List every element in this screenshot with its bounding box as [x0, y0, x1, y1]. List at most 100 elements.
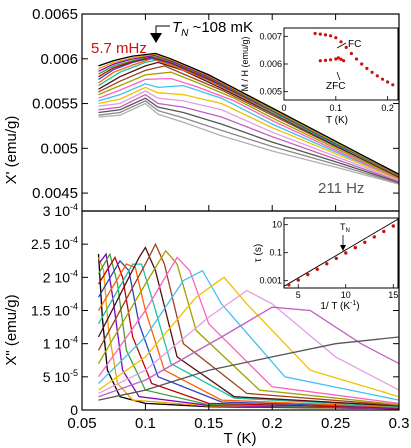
- bottom-xtick-label: 0.05: [67, 415, 96, 432]
- tau-point: [287, 283, 291, 287]
- tau-point: [325, 262, 329, 266]
- bottom-yticks: 3 10-4 2.5 10-4 2 10-4 1.5 10-4 1 10-4 5 10-5…: [31, 202, 399, 418]
- tau-point: [306, 272, 310, 277]
- fc-point: [391, 83, 395, 87]
- top-series-line: [98, 93, 400, 183]
- fc-point: [334, 36, 338, 40]
- tau-point: [353, 245, 357, 250]
- fc-point: [349, 51, 353, 56]
- zfc-pointer: [336, 71, 341, 81]
- bottom-xtick-label: 0.1: [135, 415, 156, 432]
- top-ytick-label: 0.006: [40, 51, 78, 68]
- bottom-series-line: [98, 306, 400, 398]
- bottom-series-line: [98, 336, 400, 401]
- tau-point: [363, 240, 367, 244]
- tau-point: [344, 251, 348, 255]
- fc-point: [375, 74, 379, 78]
- tau-point: [315, 267, 319, 271]
- inset-bottom-xtick-label: 5: [296, 290, 301, 300]
- top-series-line: [98, 102, 400, 185]
- freq-high-label: 211 Hz: [318, 180, 364, 197]
- bottom-ytick-label: 0: [70, 402, 78, 418]
- inset-top-ylabel: M / H (emu/g): [240, 36, 250, 91]
- zfc-label: ZFC: [326, 81, 345, 92]
- top-ylabel: X' (emu/g): [3, 116, 20, 185]
- top-series-line: [98, 97, 400, 183]
- bottom-series-line: [97, 249, 400, 406]
- top-series-line: [98, 65, 400, 178]
- tn-arrowhead: [150, 33, 162, 43]
- top-series-line: [98, 52, 400, 175]
- inset-bottom: 5 10 15 10 0.1 0.001 1/ T (K-1) τ (s) TN: [253, 217, 399, 312]
- inset-top-xtick-label: 0.1: [330, 103, 343, 113]
- inset-bottom-xtick-label: 15: [388, 290, 398, 300]
- bottom-series-line: [97, 242, 400, 407]
- top-series-line: [98, 90, 400, 182]
- inset-top-xtick-label: 0.2: [381, 103, 394, 113]
- fc-point: [318, 32, 322, 36]
- inset-top-ytick-label: 0.006: [259, 59, 282, 69]
- inset-top-xlabel: T (K): [326, 115, 348, 126]
- inset-bottom-ytick-label: 0.001: [259, 276, 282, 286]
- fc-point: [323, 33, 328, 37]
- inset-bottom-xlabel: 1/ T (K-1): [320, 300, 359, 312]
- tau-point: [334, 256, 338, 261]
- fc-point: [344, 45, 348, 50]
- inset-bottom-ytick-label: 10: [272, 220, 282, 230]
- bottom-ytick-label: 5 10-5: [43, 368, 78, 385]
- top-series-line: [98, 83, 400, 180]
- bottom-series-line: [97, 263, 400, 408]
- inset-bottom-ytick-label: 0.1: [269, 248, 282, 258]
- bottom-series-line: [98, 289, 400, 394]
- bottom-ytick-label: 2.5 10-4: [31, 235, 78, 252]
- inset-tn-label: TN: [340, 222, 350, 234]
- fc-point: [329, 34, 333, 38]
- bottom-series-line: [97, 259, 400, 408]
- inset-top-frame: [283, 27, 399, 101]
- top-series-line: [98, 57, 400, 176]
- tau-point: [372, 235, 376, 239]
- bottom-ylabel: X" (emu/g): [3, 294, 20, 365]
- bottom-ytick-label: 1.5 10-4: [31, 302, 78, 319]
- zfc-point: [336, 56, 340, 60]
- tn-bracket: [155, 25, 170, 33]
- inset-top-ytick-label: 0.005: [259, 87, 282, 97]
- bottom-series-line: [97, 255, 400, 409]
- top-series-line: [98, 53, 400, 175]
- tn-label: TN ~108 mK: [172, 19, 253, 39]
- top-series-group: [98, 52, 400, 185]
- bottom-xtick-label: 0.15: [194, 415, 223, 432]
- inset-bottom-xtick-label: 10: [341, 290, 351, 300]
- bottom-ytick-label: 1 10-4: [43, 335, 78, 352]
- inset-top-ytick-label: 0.007: [259, 31, 282, 41]
- bottom-xticks: 0.05 0.1 0.15 0.2 0.25 0.3: [67, 404, 409, 432]
- top-series-line: [98, 86, 400, 181]
- bottom-panel: 3 10-4 2.5 10-4 2 10-4 1.5 10-4 1 10-4 5 10-5…: [3, 202, 409, 447]
- freq-low-label: 5.7 mHz: [91, 40, 147, 57]
- zfc-point: [329, 58, 333, 62]
- inset-fit-line: [283, 218, 399, 287]
- zfc-point: [339, 57, 343, 61]
- inset-bottom-ylabel: τ (s): [253, 244, 264, 262]
- tau-point: [391, 224, 395, 228]
- top-ytick-label: 0.0055: [32, 96, 78, 113]
- top-xtick-marks: [81, 14, 400, 211]
- fc-point: [370, 70, 374, 74]
- tn-annotation: TN ~108 mK: [150, 19, 253, 43]
- top-ytick-label: 0.0065: [32, 6, 78, 23]
- fc-point: [313, 31, 317, 36]
- top-series-line: [98, 71, 400, 179]
- bottom-xtick-label: 0.3: [389, 415, 410, 432]
- top-yticks: 0.0065 0.006 0.0055 0.005 0.0045: [32, 6, 399, 202]
- fc-point: [386, 80, 390, 84]
- inset-top-ticks: 0 0.1 0.2 0.007 0.006 0.005: [259, 31, 393, 113]
- bottom-xlabel: T (K): [223, 430, 256, 447]
- top-series-line: [98, 100, 400, 184]
- tau-point: [382, 229, 386, 234]
- top-ytick-label: 0.0045: [32, 185, 78, 202]
- zfc-point: [318, 59, 322, 63]
- bottom-ytick-label: 2 10-4: [43, 268, 78, 285]
- bottom-series-group: [97, 242, 400, 410]
